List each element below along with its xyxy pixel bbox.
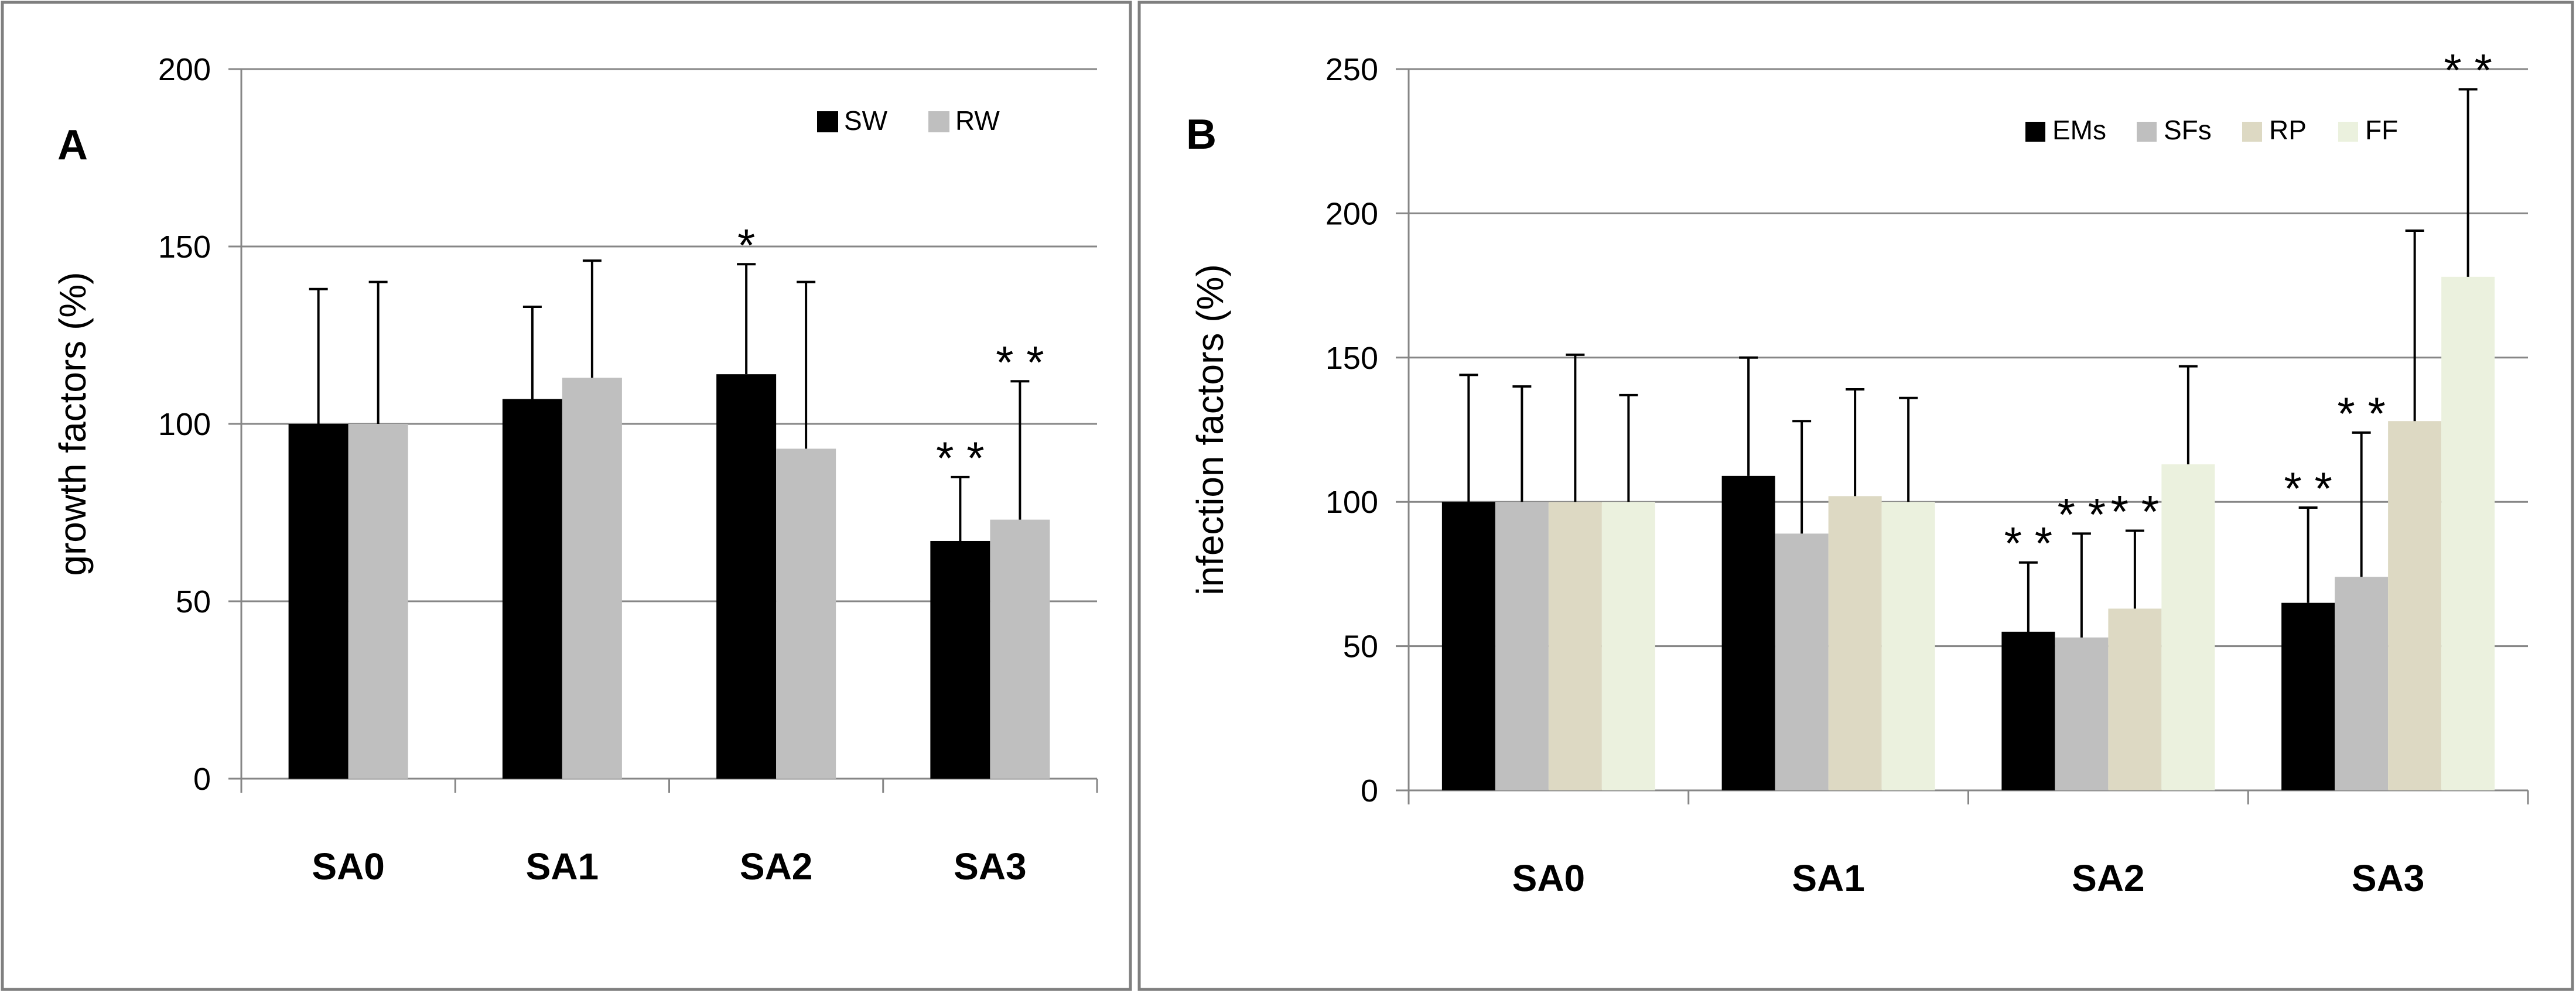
panel-a-category-label-sa1: SA1: [526, 845, 599, 888]
panel-b-significance-ems-sa2: * *: [2004, 518, 2052, 569]
panel-b-ytick-label: 100: [1325, 485, 1378, 520]
panel-b-bar-ff-sa0: [1601, 502, 1655, 790]
panel-a-ytick-label: 200: [158, 52, 211, 87]
panel-b-bar-ff-sa1: [1881, 502, 1935, 790]
panel-b-bar-ff-sa2: [2161, 464, 2215, 790]
panel-b-significance-ff-sa3: * *: [2444, 44, 2492, 95]
panel-a-bar-rw-sa0: [348, 424, 408, 779]
panel-a-ytick-label: 150: [158, 230, 211, 265]
panel-a-category-label-sa2: SA2: [740, 845, 813, 888]
panel-b-category-label-sa3: SA3: [2352, 857, 2425, 899]
panel-b-category-label-sa1: SA1: [1792, 857, 1865, 899]
panel-b-legend-label-rp: RP: [2269, 115, 2307, 145]
panel-a-bar-rw-sa3: [990, 519, 1050, 779]
panel-a-significance-rw-sa3: * *: [996, 336, 1044, 388]
panel-b-ytick-label: 0: [1361, 773, 1378, 809]
panel-a-y-axis-title: growth factors (%): [52, 272, 94, 576]
panel-b-legend: EMs SFs RP FF: [2025, 115, 2398, 145]
panel-a-bar-sw-sa2: [716, 374, 777, 779]
panel-b-bar-sfs-sa1: [1775, 533, 1829, 790]
panel-b-ytick-label: 250: [1325, 52, 1378, 87]
panel-b-bar-rp-sa0: [1548, 502, 1602, 790]
panel-b-bar-sfs-sa2: [2055, 637, 2109, 790]
panel-b-bar-ems-sa0: [1441, 502, 1495, 790]
panel-b-y-axis-title: infection factors (%): [1189, 264, 1231, 595]
panel-b-bar-ems-sa1: [1721, 475, 1775, 790]
panel-a-legend: SW RW: [817, 105, 1000, 136]
panel-b-category-label-sa0: SA0: [1512, 857, 1586, 899]
panel-b-ytick-label: 150: [1325, 341, 1378, 376]
panel-b-significance-sfs-sa2: * *: [2058, 488, 2106, 540]
panel-b-bar-rp-sa2: [2108, 608, 2162, 790]
panel-a-legend-label-sw: SW: [844, 105, 888, 136]
panel-a-legend-swatch-rw: [928, 111, 949, 132]
panel-b-bar-ems-sa2: [2001, 631, 2055, 790]
panel-b-bar-rp-sa3: [2388, 421, 2442, 790]
panel-a-legend-label-rw: RW: [955, 105, 1000, 136]
panel-b-legend-label-sfs: SFs: [2164, 115, 2212, 145]
panel-b-bar-ff-sa3: [2441, 276, 2495, 790]
panel-b-letter: B: [1186, 111, 1217, 158]
panel-a-significance-sw-sa2: *: [737, 219, 755, 270]
panel-a-bar-sw-sa3: [930, 540, 990, 779]
panel-b-ytick-label: 200: [1325, 196, 1378, 231]
panel-b-significance-sfs-sa3: * *: [2337, 388, 2385, 439]
panel-a-bar-sw-sa1: [502, 399, 562, 779]
panel-a-ytick-label: 0: [193, 762, 211, 797]
panel-b-legend-label-ems: EMs: [2052, 115, 2106, 145]
panel-b-bar-sfs-sa0: [1495, 502, 1549, 790]
panel-a-ytick-label: 50: [176, 584, 211, 619]
panel-a-category-label-sa0: SA0: [312, 845, 385, 888]
panel-a-bar-rw-sa1: [562, 378, 622, 779]
panel-b-legend-swatch-sfs: [2137, 122, 2157, 142]
panel-b-legend-swatch-ff: [2338, 122, 2358, 142]
panel-a-legend-swatch-sw: [817, 111, 838, 132]
panel-a-bar-sw-sa0: [288, 424, 349, 779]
panel-a-ytick-label: 100: [158, 407, 211, 442]
panel-b-significance-ems-sa3: * *: [2284, 463, 2332, 514]
panel-b-significance-rp-sa2: * *: [2111, 485, 2159, 537]
panel-a-significance-sw-sa3: * *: [936, 432, 984, 484]
panel-b-bar-sfs-sa3: [2335, 577, 2389, 790]
panel-b-ytick-label: 50: [1343, 629, 1378, 665]
panel-a-letter: A: [57, 122, 88, 169]
panel-b-legend-swatch-ems: [2025, 122, 2045, 142]
panel-a-bar-rw-sa2: [776, 448, 836, 779]
panel-b-legend-swatch-rp: [2242, 122, 2262, 142]
panel-b-bar-rp-sa1: [1828, 496, 1882, 790]
panel-b-bar-ems-sa3: [2281, 602, 2335, 790]
panel-b-category-label-sa2: SA2: [2072, 857, 2145, 899]
panel-b-legend-label-ff: FF: [2365, 115, 2398, 145]
panel-a-category-label-sa3: SA3: [954, 845, 1027, 888]
